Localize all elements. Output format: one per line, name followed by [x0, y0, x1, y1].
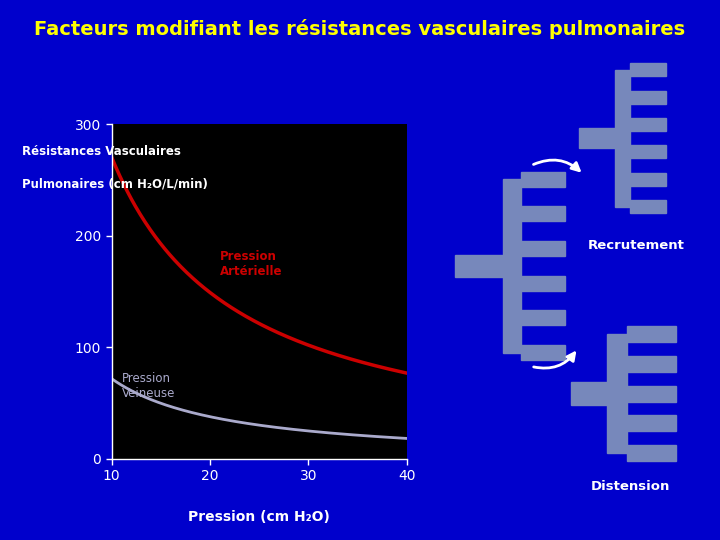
Bar	[626, 445, 677, 461]
Text: Pression
Artérielle: Pression Artérielle	[220, 249, 282, 278]
Bar	[630, 173, 666, 186]
Text: Pression (cm H₂O): Pression (cm H₂O)	[188, 510, 330, 524]
Bar	[626, 326, 677, 342]
Bar	[521, 172, 565, 187]
Text: Résistances Vasculaires: Résistances Vasculaires	[22, 145, 181, 158]
Bar	[503, 179, 521, 353]
Bar	[521, 276, 565, 291]
Bar	[607, 334, 626, 453]
Bar	[630, 145, 666, 158]
Bar	[456, 254, 503, 278]
Bar	[630, 118, 666, 131]
Bar	[615, 70, 630, 207]
Bar	[630, 91, 666, 104]
Bar	[626, 386, 677, 402]
Text: Facteurs modifiant les résistances vasculaires pulmonaires: Facteurs modifiant les résistances vascu…	[35, 19, 685, 39]
FancyArrowPatch shape	[534, 353, 575, 368]
Text: Distension: Distension	[591, 481, 670, 494]
Bar	[626, 356, 677, 372]
Text: Pression
Veineuse: Pression Veineuse	[122, 373, 175, 401]
Bar	[626, 415, 677, 431]
Bar	[521, 310, 565, 326]
Bar	[521, 206, 565, 221]
Text: Pulmonaires (cm H₂O/L/min): Pulmonaires (cm H₂O/L/min)	[22, 177, 207, 190]
Bar	[521, 345, 565, 360]
Bar	[630, 200, 666, 213]
Bar	[571, 382, 607, 405]
Bar	[521, 241, 565, 256]
Bar	[579, 128, 615, 148]
FancyArrowPatch shape	[534, 160, 580, 171]
Text: Recrutement: Recrutement	[588, 239, 685, 252]
Bar	[630, 63, 666, 76]
